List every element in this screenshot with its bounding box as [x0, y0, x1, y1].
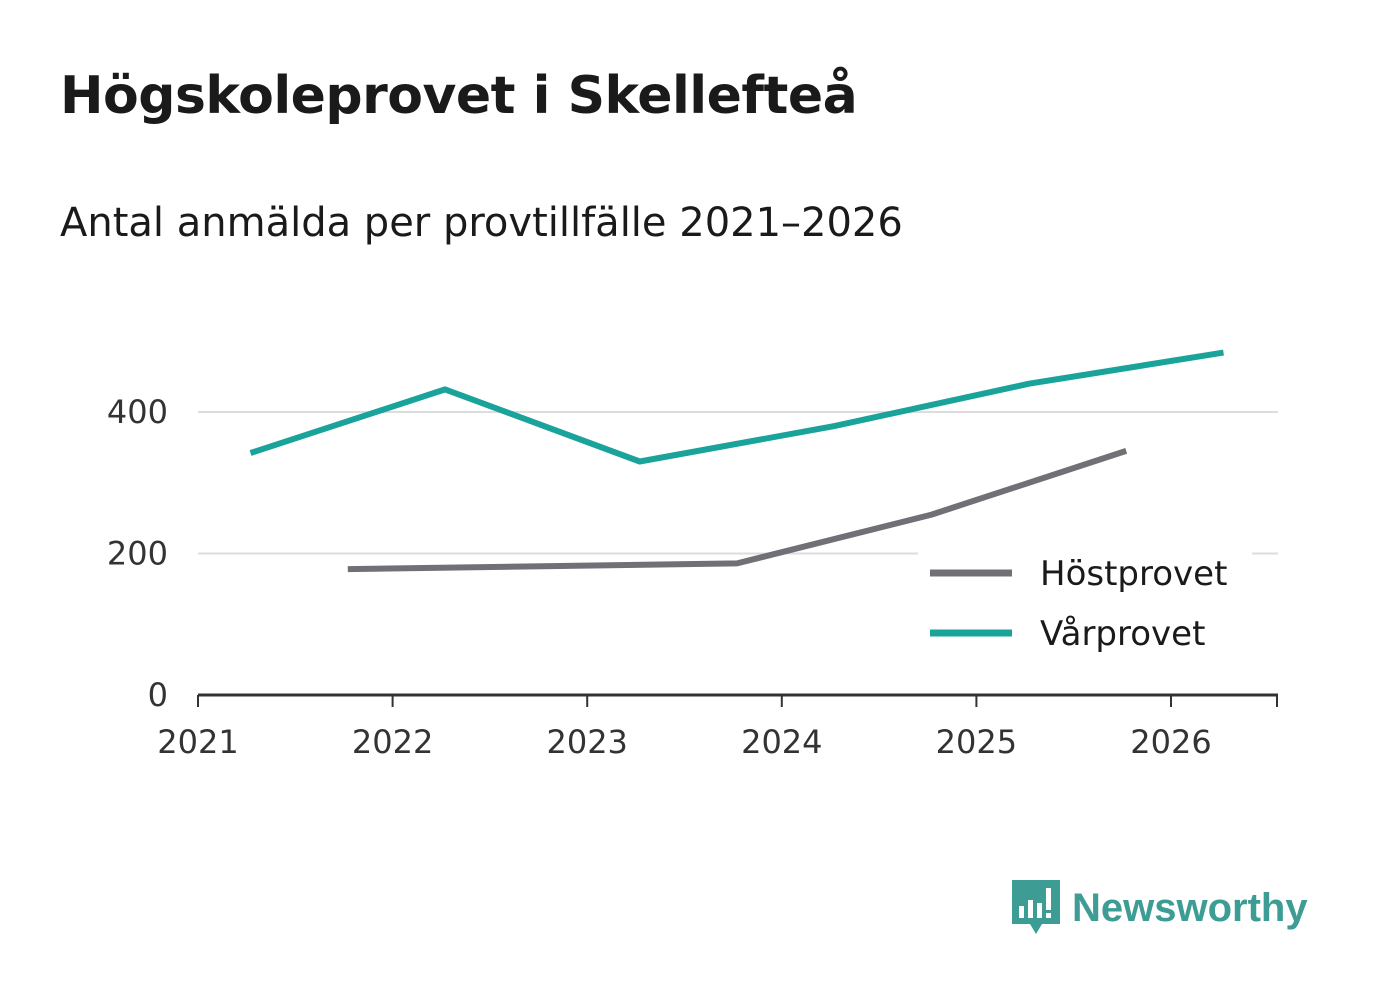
x-tick-label: 2022 [352, 723, 433, 761]
legend-label: Vårprovet [1040, 614, 1205, 654]
x-axis: 2021 2022 2023 2024 2025 2026 [157, 693, 1278, 761]
chart-subtitle: Antal anmälda per provtillfälle 2021–202… [60, 200, 903, 246]
y-tick-label: 200 [107, 535, 168, 573]
newsworthy-logo: Newsworthy [1010, 878, 1308, 938]
legend: Höstprovet Vårprovet [918, 548, 1252, 666]
legend-background [918, 548, 1252, 666]
series-line-h-stprovet [347, 448, 1128, 573]
x-tick-label: 2024 [741, 723, 822, 761]
x-tick-label: 2025 [936, 723, 1017, 761]
bar-chart-speech-bubble-icon [1012, 880, 1060, 934]
y-tick-label: 400 [107, 393, 168, 431]
series-lines [249, 349, 1224, 573]
x-tick-label: 2026 [1130, 723, 1211, 761]
x-tick-label: 2023 [546, 723, 627, 761]
y-tick-label: 0 [148, 676, 168, 714]
chart-title: Högskoleprovet i Skellefteå [60, 66, 858, 126]
brand-name: Newsworthy [1072, 885, 1308, 930]
series-line-v-rprovet [249, 349, 1224, 465]
x-tick-label: 2021 [157, 723, 238, 761]
legend-label: Höstprovet [1040, 554, 1227, 594]
